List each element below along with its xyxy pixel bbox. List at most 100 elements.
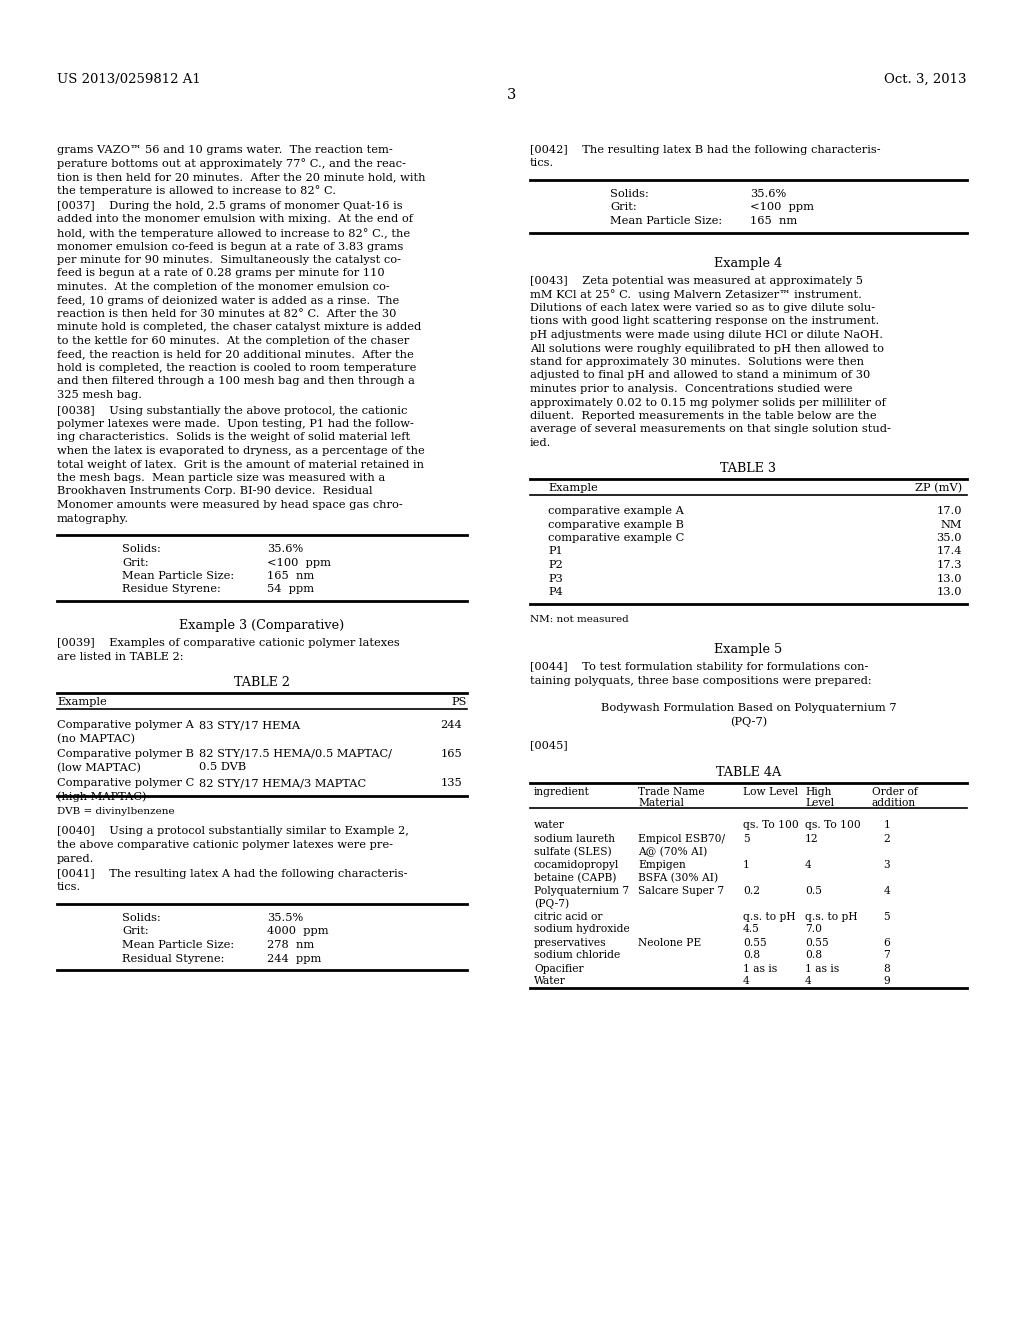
- Text: Mean Particle Size:: Mean Particle Size:: [610, 216, 722, 226]
- Text: betaine (CAPB): betaine (CAPB): [534, 873, 616, 883]
- Text: adjusted to final pH and allowed to stand a minimum of 30: adjusted to final pH and allowed to stan…: [530, 371, 870, 380]
- Text: Oct. 3, 2013: Oct. 3, 2013: [885, 73, 967, 86]
- Text: 6: 6: [884, 937, 891, 948]
- Text: preservatives: preservatives: [534, 937, 606, 948]
- Text: Mean Particle Size:: Mean Particle Size:: [122, 572, 234, 581]
- Text: High: High: [805, 787, 831, 797]
- Text: ZP (mV): ZP (mV): [914, 483, 962, 494]
- Text: 9: 9: [884, 977, 891, 986]
- Text: diluent.  Reported measurements in the table below are the: diluent. Reported measurements in the ta…: [530, 411, 877, 421]
- Text: Water: Water: [534, 977, 566, 986]
- Text: 0.8: 0.8: [805, 950, 822, 961]
- Text: Level: Level: [805, 797, 835, 808]
- Text: Opacifier: Opacifier: [534, 964, 584, 974]
- Text: minutes prior to analysis.  Concentrations studied were: minutes prior to analysis. Concentration…: [530, 384, 853, 393]
- Text: TABLE 3: TABLE 3: [721, 462, 776, 474]
- Text: 54  ppm: 54 ppm: [267, 585, 314, 594]
- Text: NM: NM: [940, 520, 962, 529]
- Text: and then filtered through a 100 mesh bag and then through a: and then filtered through a 100 mesh bag…: [57, 376, 415, 387]
- Text: per minute for 90 minutes.  Simultaneously the catalyst co-: per minute for 90 minutes. Simultaneousl…: [57, 255, 401, 265]
- Text: NM: not measured: NM: not measured: [530, 615, 629, 624]
- Text: total weight of latex.  Grit is the amount of material retained in: total weight of latex. Grit is the amoun…: [57, 459, 424, 470]
- Text: Polyquaternium 7: Polyquaternium 7: [534, 886, 629, 895]
- Text: A@ (70% AI): A@ (70% AI): [638, 846, 708, 857]
- Text: 35.6%: 35.6%: [267, 544, 303, 554]
- Text: P1: P1: [548, 546, 563, 557]
- Text: [0040]    Using a protocol substantially similar to Example 2,: [0040] Using a protocol substantially si…: [57, 826, 409, 837]
- Text: Comparative polymer B: Comparative polymer B: [57, 748, 194, 759]
- Text: 35.0: 35.0: [937, 533, 962, 543]
- Text: 0.5 DVB: 0.5 DVB: [199, 763, 246, 772]
- Text: 165  nm: 165 nm: [267, 572, 314, 581]
- Text: 17.4: 17.4: [937, 546, 962, 557]
- Text: All solutions were roughly equilibrated to pH then allowed to: All solutions were roughly equilibrated …: [530, 343, 884, 354]
- Text: feed, the reaction is held for 20 additional minutes.  After the: feed, the reaction is held for 20 additi…: [57, 350, 414, 359]
- Text: sodium hydroxide: sodium hydroxide: [534, 924, 630, 935]
- Text: 7: 7: [884, 950, 891, 961]
- Text: Example 4: Example 4: [715, 256, 782, 269]
- Text: [0039]    Examples of comparative cationic polymer latexes: [0039] Examples of comparative cationic …: [57, 639, 399, 648]
- Text: Bodywash Formulation Based on Polyquaternium 7: Bodywash Formulation Based on Polyquater…: [601, 704, 896, 713]
- Text: Residual Styrene:: Residual Styrene:: [122, 953, 224, 964]
- Text: 83 STY/17 HEMA: 83 STY/17 HEMA: [199, 719, 300, 730]
- Text: sodium laureth: sodium laureth: [534, 833, 615, 843]
- Text: tics.: tics.: [57, 883, 81, 892]
- Text: sodium chloride: sodium chloride: [534, 950, 621, 961]
- Text: 2: 2: [884, 833, 891, 843]
- Text: Neolone PE: Neolone PE: [638, 937, 701, 948]
- Text: (high MAPTAC): (high MAPTAC): [57, 792, 146, 803]
- Text: 0.55: 0.55: [743, 937, 767, 948]
- Text: DVB = divinylbenzene: DVB = divinylbenzene: [57, 807, 175, 816]
- Text: 165: 165: [440, 748, 462, 759]
- Text: ied.: ied.: [530, 438, 551, 447]
- Text: Grit:: Grit:: [122, 557, 148, 568]
- Text: (PQ-7): (PQ-7): [730, 717, 767, 727]
- Text: 4: 4: [805, 977, 812, 986]
- Text: [0042]    The resulting latex B had the following characteris-: [0042] The resulting latex B had the fol…: [530, 145, 881, 154]
- Text: 1: 1: [743, 859, 750, 870]
- Text: Trade Name: Trade Name: [638, 787, 705, 797]
- Text: 3: 3: [884, 859, 890, 870]
- Text: added into the monomer emulsion with mixing.  At the end of: added into the monomer emulsion with mix…: [57, 214, 413, 224]
- Text: 244  ppm: 244 ppm: [267, 953, 322, 964]
- Text: to the kettle for 60 minutes.  At the completion of the chaser: to the kettle for 60 minutes. At the com…: [57, 337, 410, 346]
- Text: 135: 135: [440, 777, 462, 788]
- Text: perature bottoms out at approximately 77° C., and the reac-: perature bottoms out at approximately 77…: [57, 158, 406, 169]
- Text: the temperature is allowed to increase to 82° C.: the temperature is allowed to increase t…: [57, 186, 336, 197]
- Text: comparative example C: comparative example C: [548, 533, 684, 543]
- Text: approximately 0.02 to 0.15 mg polymer solids per milliliter of: approximately 0.02 to 0.15 mg polymer so…: [530, 397, 886, 408]
- Text: cocamidopropyl: cocamidopropyl: [534, 859, 620, 870]
- Text: grams VAZO™ 56 and 10 grams water.  The reaction tem-: grams VAZO™ 56 and 10 grams water. The r…: [57, 145, 393, 154]
- Text: 13.0: 13.0: [937, 573, 962, 583]
- Text: Monomer amounts were measured by head space gas chro-: Monomer amounts were measured by head sp…: [57, 500, 402, 510]
- Text: stand for approximately 30 minutes.  Solutions were then: stand for approximately 30 minutes. Solu…: [530, 356, 864, 367]
- Text: 17.3: 17.3: [937, 560, 962, 570]
- Text: the mesh bags.  Mean particle size was measured with a: the mesh bags. Mean particle size was me…: [57, 473, 385, 483]
- Text: (low MAPTAC): (low MAPTAC): [57, 763, 141, 772]
- Text: <100  ppm: <100 ppm: [267, 557, 331, 568]
- Text: pared.: pared.: [57, 854, 94, 863]
- Text: monomer emulsion co-feed is begun at a rate of 3.83 grams: monomer emulsion co-feed is begun at a r…: [57, 242, 403, 252]
- Text: Example: Example: [548, 483, 598, 492]
- Text: 1 as is: 1 as is: [805, 964, 840, 974]
- Text: the above comparative cationic polymer latexes were pre-: the above comparative cationic polymer l…: [57, 840, 393, 850]
- Text: Mean Particle Size:: Mean Particle Size:: [122, 940, 234, 950]
- Text: qs. To 100: qs. To 100: [743, 820, 799, 829]
- Text: P3: P3: [548, 573, 563, 583]
- Text: Low Level: Low Level: [743, 787, 798, 797]
- Text: 0.2: 0.2: [743, 886, 760, 895]
- Text: minutes.  At the completion of the monomer emulsion co-: minutes. At the completion of the monome…: [57, 282, 390, 292]
- Text: Comparative polymer A: Comparative polymer A: [57, 719, 194, 730]
- Text: tions with good light scattering response on the instrument.: tions with good light scattering respons…: [530, 317, 880, 326]
- Text: P2: P2: [548, 560, 563, 570]
- Text: water: water: [534, 820, 565, 829]
- Text: minute hold is completed, the chaser catalyst mixture is added: minute hold is completed, the chaser cat…: [57, 322, 421, 333]
- Text: 5: 5: [743, 833, 750, 843]
- Text: 35.6%: 35.6%: [750, 189, 786, 199]
- Text: Solids:: Solids:: [122, 544, 161, 554]
- Text: tion is then held for 20 minutes.  After the 20 minute hold, with: tion is then held for 20 minutes. After …: [57, 172, 426, 182]
- Text: PS: PS: [452, 697, 467, 708]
- Text: 8: 8: [884, 964, 891, 974]
- Text: 0.5: 0.5: [805, 886, 822, 895]
- Text: pH adjustments were made using dilute HCl or dilute NaOH.: pH adjustments were made using dilute HC…: [530, 330, 883, 341]
